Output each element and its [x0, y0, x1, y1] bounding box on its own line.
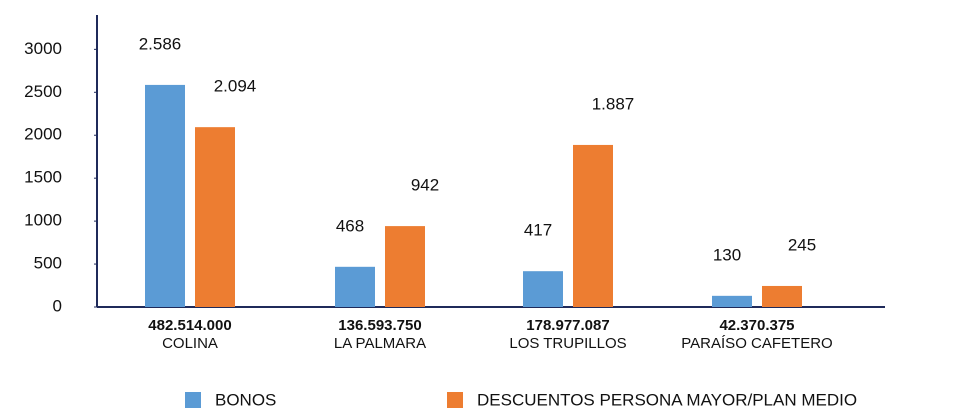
data-label: 1.887: [592, 94, 635, 113]
data-label: 245: [788, 235, 816, 254]
x-tick-label: LA PALMARA: [334, 335, 426, 352]
y-tick-label: 1500: [24, 168, 62, 187]
bar: [712, 295, 752, 307]
category-amount: 178.977.087: [526, 317, 609, 334]
legend-swatch: [447, 392, 463, 408]
data-label: 468: [336, 216, 364, 235]
y-tick-label: 2000: [24, 125, 62, 144]
category-amount: 42.370.375: [719, 317, 794, 334]
data-label: 130: [713, 245, 741, 264]
x-tick-label: LOS TRUPILLOS: [509, 335, 626, 352]
data-label: 417: [524, 221, 552, 240]
category-amount: 136.593.750: [338, 317, 421, 334]
legend-label: BONOS: [215, 390, 276, 409]
y-tick-label: 2500: [24, 82, 62, 101]
x-tick-label: PARAÍSO CAFETERO: [681, 335, 832, 352]
bar: [573, 144, 613, 307]
data-label: 942: [411, 176, 439, 195]
y-tick-label: 0: [53, 296, 62, 315]
y-tick-label: 3000: [24, 39, 62, 58]
category-amount: 482.514.000: [148, 317, 231, 334]
data-label: 2.586: [139, 34, 182, 53]
y-tick-label: 500: [34, 254, 62, 273]
bar: [195, 127, 235, 307]
legend-label: DESCUENTOS PERSONA MAYOR/PLAN MEDIO: [477, 390, 857, 409]
bar: [145, 84, 185, 307]
bar: [762, 285, 802, 307]
legend-swatch: [185, 392, 201, 408]
y-tick-label: 1000: [24, 211, 62, 230]
bar: [385, 226, 425, 307]
bar: [335, 266, 375, 307]
data-label: 2.094: [214, 77, 257, 96]
bar: [523, 271, 563, 307]
x-tick-label: COLINA: [162, 335, 218, 352]
